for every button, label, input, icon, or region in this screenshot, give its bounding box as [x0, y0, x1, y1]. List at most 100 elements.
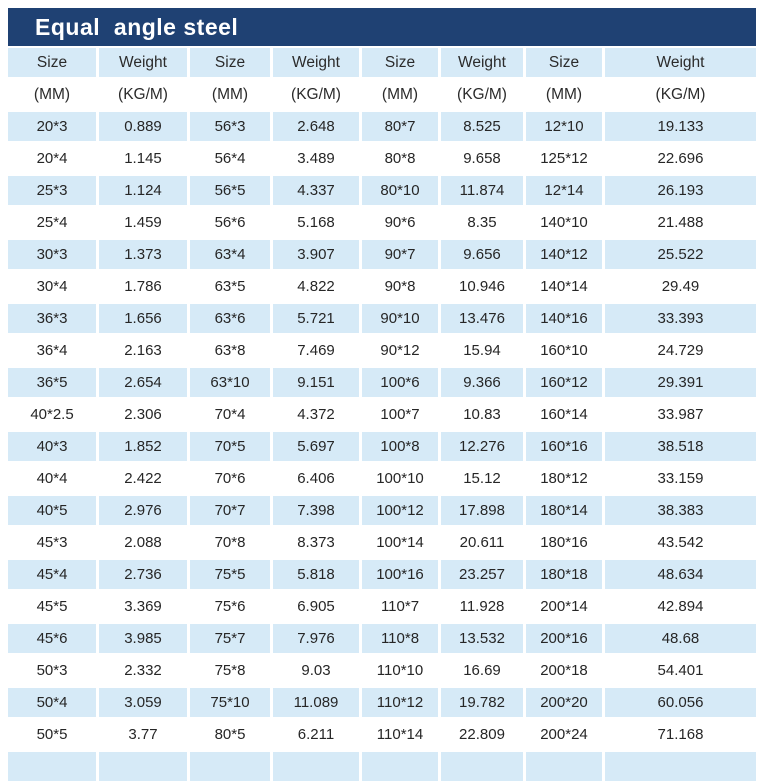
size-cell: 45*3: [8, 528, 96, 557]
size-cell: 75*7: [190, 624, 270, 653]
weight-cell: 7.469: [273, 336, 359, 365]
size-cell: 100*7: [362, 400, 438, 429]
weight-cell: 1.459: [99, 208, 187, 237]
weight-cell: 11.089: [273, 688, 359, 717]
size-cell: 12*10: [526, 112, 602, 141]
size-cell: 100*6: [362, 368, 438, 397]
weight-cell: 6.211: [273, 720, 359, 749]
size-cell: 45*5: [8, 592, 96, 621]
size-cell: 30*3: [8, 240, 96, 269]
spec-table: Size Weight Size Weight Size Weight Size Weight…: [8, 48, 756, 781]
size-cell: 63*6: [190, 304, 270, 333]
weight-cell: 8.373: [273, 528, 359, 557]
size-cell: 160*14: [526, 400, 602, 429]
size-cell: 180*14: [526, 496, 602, 525]
weight-cell: 2.306: [99, 400, 187, 429]
size-cell: 110*8: [362, 624, 438, 653]
weight-cell: 48.68: [605, 624, 756, 653]
size-cell: 70*4: [190, 400, 270, 429]
weight-cell: 13.476: [441, 304, 523, 333]
size-cell: 200*16: [526, 624, 602, 653]
size-cell: 56*4: [190, 144, 270, 173]
size-cell: 36*5: [8, 368, 96, 397]
column-header-unit: (KG/M): [605, 80, 756, 109]
weight-cell: 9.656: [441, 240, 523, 269]
size-cell: 80*5: [190, 720, 270, 749]
size-cell: 50*5: [8, 720, 96, 749]
weight-cell: 23.257: [441, 560, 523, 589]
column-header-label: Size: [526, 48, 602, 77]
weight-cell: 2.422: [99, 464, 187, 493]
weight-cell: 71.168: [605, 720, 756, 749]
weight-cell: 1.373: [99, 240, 187, 269]
size-cell: 100*10: [362, 464, 438, 493]
size-cell: 100*8: [362, 432, 438, 461]
size-cell: 160*12: [526, 368, 602, 397]
weight-cell: 6.406: [273, 464, 359, 493]
clipped-row-cell: [605, 752, 756, 781]
weight-cell: 42.894: [605, 592, 756, 621]
size-cell: 160*16: [526, 432, 602, 461]
weight-cell: 4.337: [273, 176, 359, 205]
size-cell: 125*12: [526, 144, 602, 173]
weight-cell: 11.874: [441, 176, 523, 205]
size-cell: 50*4: [8, 688, 96, 717]
size-cell: 63*4: [190, 240, 270, 269]
size-cell: 40*5: [8, 496, 96, 525]
column-header-label: Size: [8, 48, 96, 77]
weight-cell: 21.488: [605, 208, 756, 237]
weight-cell: 19.782: [441, 688, 523, 717]
size-cell: 90*10: [362, 304, 438, 333]
clipped-row-cell: [8, 752, 96, 781]
clipped-row-cell: [99, 752, 187, 781]
weight-cell: 24.729: [605, 336, 756, 365]
column-header-unit: (MM): [362, 80, 438, 109]
size-cell: 80*10: [362, 176, 438, 205]
size-cell: 40*4: [8, 464, 96, 493]
size-cell: 40*3: [8, 432, 96, 461]
size-cell: 12*14: [526, 176, 602, 205]
column-header-unit: (KG/M): [441, 80, 523, 109]
weight-cell: 4.822: [273, 272, 359, 301]
weight-cell: 22.696: [605, 144, 756, 173]
weight-cell: 22.809: [441, 720, 523, 749]
table-title-bar: Equal angle steel: [8, 8, 756, 46]
column-header-label: Weight: [99, 48, 187, 77]
weight-cell: 11.928: [441, 592, 523, 621]
column-header-label: Weight: [441, 48, 523, 77]
weight-cell: 6.905: [273, 592, 359, 621]
column-header-unit: (MM): [8, 80, 96, 109]
size-cell: 140*12: [526, 240, 602, 269]
size-cell: 160*10: [526, 336, 602, 365]
size-cell: 180*16: [526, 528, 602, 557]
weight-cell: 1.124: [99, 176, 187, 205]
size-cell: 200*14: [526, 592, 602, 621]
size-cell: 80*8: [362, 144, 438, 173]
clipped-row-cell: [362, 752, 438, 781]
size-cell: 200*20: [526, 688, 602, 717]
weight-cell: 7.398: [273, 496, 359, 525]
weight-cell: 10.83: [441, 400, 523, 429]
size-cell: 63*5: [190, 272, 270, 301]
size-cell: 25*4: [8, 208, 96, 237]
weight-cell: 12.276: [441, 432, 523, 461]
column-header-unit: (KG/M): [273, 80, 359, 109]
size-cell: 100*14: [362, 528, 438, 557]
size-cell: 20*4: [8, 144, 96, 173]
size-cell: 100*12: [362, 496, 438, 525]
column-header-label: Weight: [273, 48, 359, 77]
size-cell: 36*4: [8, 336, 96, 365]
weight-cell: 2.736: [99, 560, 187, 589]
weight-cell: 9.366: [441, 368, 523, 397]
size-cell: 110*12: [362, 688, 438, 717]
column-header-label: Weight: [605, 48, 756, 77]
weight-cell: 0.889: [99, 112, 187, 141]
weight-cell: 29.49: [605, 272, 756, 301]
weight-cell: 1.656: [99, 304, 187, 333]
weight-cell: 20.611: [441, 528, 523, 557]
weight-cell: 5.818: [273, 560, 359, 589]
size-cell: 75*5: [190, 560, 270, 589]
weight-cell: 54.401: [605, 656, 756, 685]
size-cell: 80*7: [362, 112, 438, 141]
